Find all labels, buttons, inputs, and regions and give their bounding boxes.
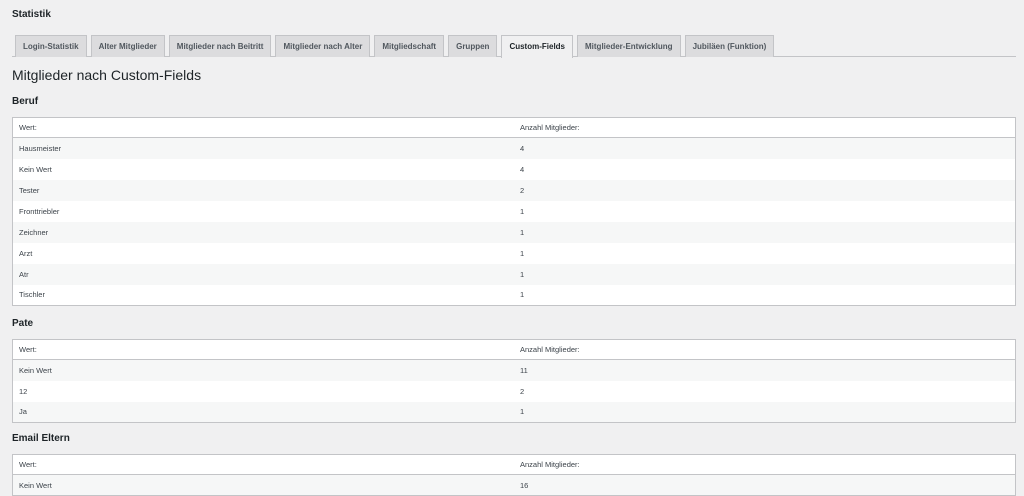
section-beruf: Beruf Wert: Anzahl Mitglieder: Hausmeister 4… bbox=[12, 96, 1016, 306]
value-cell: Kein Wert bbox=[12, 474, 514, 496]
table-row: Atr 1 bbox=[12, 263, 1016, 285]
tab-mitgliedschaft[interactable]: Mitgliedschaft bbox=[374, 35, 445, 57]
count-cell: 4 bbox=[520, 164, 525, 174]
section-pate: Pate Wert: Anzahl Mitglieder: Kein Wert 11 12… bbox=[12, 318, 1016, 423]
section-title: Email Eltern bbox=[12, 433, 70, 444]
column-header: Anzahl Mitglieder: bbox=[514, 339, 1016, 360]
table-row: Arzt 1 bbox=[13, 243, 1016, 264]
table-row: Ja 1 bbox=[12, 401, 1016, 423]
table-row: Kein Wert 4 bbox=[13, 159, 1016, 180]
count-cell: 1 bbox=[514, 263, 1016, 285]
value-cell: Zeichner bbox=[12, 221, 514, 243]
stats-table: Wert: Anzahl Mitglieder: Kein Wert 11 12 2 Ja 1 bbox=[12, 339, 1016, 423]
table-row: Kein Wert 16 bbox=[12, 474, 1016, 496]
count-cell: 4 bbox=[514, 137, 1016, 159]
stats-table: Wert: Anzahl Mitglieder: Hausmeister 4 Kein … bbox=[12, 117, 1016, 306]
tab-mitglieder-nach-beitritt[interactable]: Mitglieder nach Beitritt bbox=[168, 35, 272, 57]
count-cell: 1 bbox=[520, 248, 525, 258]
app-title: Statistik bbox=[12, 9, 51, 20]
value-cell: 12 bbox=[19, 386, 28, 396]
count-cell: 1 bbox=[514, 401, 1016, 423]
value-cell: Atr bbox=[12, 263, 514, 285]
tab-custom-fields[interactable]: Custom-Fields bbox=[501, 35, 573, 58]
tab-bar: Login-Statistik Alter Mitglieder Mitgliede… bbox=[12, 35, 1016, 58]
value-cell: Fronttriebler bbox=[19, 206, 60, 216]
value-cell: Tester bbox=[12, 179, 514, 201]
table-row: Kein Wert 11 bbox=[12, 359, 1016, 381]
table-header-row: Wert: Anzahl Mitglieder: bbox=[12, 454, 1016, 475]
table-row: Hausmeister 4 bbox=[12, 137, 1016, 159]
table-row: Fronttriebler 1 bbox=[13, 201, 1016, 222]
column-header: Anzahl Mitglieder: bbox=[514, 117, 1016, 138]
value-cell: Kein Wert bbox=[19, 164, 52, 174]
tab-mitglieder-nach-alter[interactable]: Mitglieder nach Alter bbox=[275, 35, 371, 57]
count-cell: 1 bbox=[520, 290, 525, 300]
column-header: Wert: bbox=[12, 339, 514, 360]
page-title: Mitglieder nach Custom-Fields bbox=[12, 67, 202, 83]
section-email-eltern: Email Eltern Wert: Anzahl Mitglieder: Kein … bbox=[12, 433, 1016, 496]
value-cell: Kein Wert bbox=[12, 359, 514, 381]
section-title: Pate bbox=[12, 318, 34, 329]
section-title: Beruf bbox=[12, 96, 39, 107]
count-cell: 16 bbox=[514, 474, 1016, 496]
count-cell: 2 bbox=[520, 386, 525, 396]
tab-jubiläen-funktion[interactable]: Jubiläen (Funktion) bbox=[684, 35, 775, 57]
column-header: Wert: bbox=[12, 117, 514, 138]
table-row: Zeichner 1 bbox=[12, 221, 1016, 243]
count-cell: 2 bbox=[514, 179, 1016, 201]
table-header-row: Wert: Anzahl Mitglieder: bbox=[12, 339, 1016, 360]
table-header-row: Wert: Anzahl Mitglieder: bbox=[12, 117, 1016, 138]
table-row: Tischler 1 bbox=[13, 285, 1016, 306]
value-cell: Arzt bbox=[19, 248, 33, 258]
tab-gruppen[interactable]: Gruppen bbox=[448, 35, 498, 57]
table-row: 12 2 bbox=[13, 381, 1016, 402]
count-cell: 11 bbox=[514, 359, 1016, 381]
tab-login-statistik[interactable]: Login-Statistik bbox=[15, 35, 87, 57]
column-header: Wert: bbox=[12, 454, 514, 475]
column-header: Anzahl Mitglieder: bbox=[514, 454, 1016, 475]
value-cell: Tischler bbox=[19, 290, 45, 300]
count-cell: 1 bbox=[514, 221, 1016, 243]
value-cell: Ja bbox=[12, 401, 514, 423]
count-cell: 1 bbox=[520, 206, 525, 216]
table-row: Tester 2 bbox=[12, 179, 1016, 201]
tab-mitglieder-entwicklung[interactable]: Mitglieder-Entwicklung bbox=[577, 35, 681, 57]
value-cell: Hausmeister bbox=[12, 137, 514, 159]
tab-alter-mitglieder[interactable]: Alter Mitglieder bbox=[90, 35, 165, 57]
